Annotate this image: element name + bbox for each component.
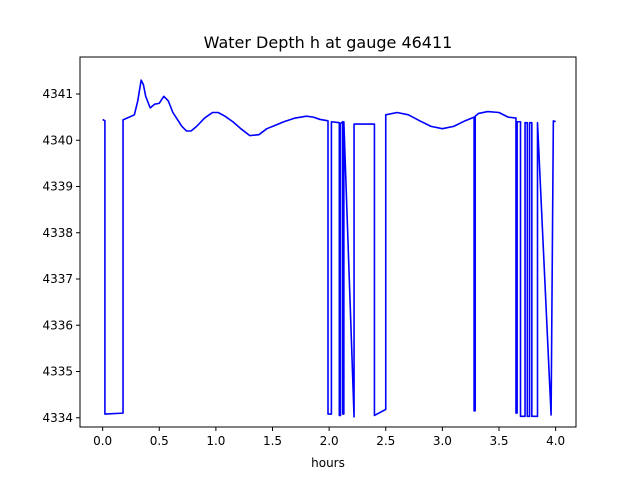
y-axis-ticks: 4334 4335 4336 4337 4338 4339 4340 4341 [42, 87, 80, 425]
chart-title: Water Depth h at gauge 46411 [204, 33, 453, 52]
x-tick-label: 4.0 [546, 434, 565, 448]
y-tick-label: 4334 [42, 411, 73, 425]
x-tick-label: 0.0 [93, 434, 112, 448]
x-tick-label: 1.5 [263, 434, 282, 448]
x-tick-label: 0.5 [150, 434, 169, 448]
y-tick-label: 4337 [42, 272, 73, 286]
y-tick-label: 4338 [42, 226, 73, 240]
y-tick-label: 4339 [42, 180, 73, 194]
x-tick-label: 2.0 [320, 434, 339, 448]
plot-area [102, 79, 556, 418]
y-tick-label: 4341 [42, 87, 73, 101]
x-tick-label: 3.5 [489, 434, 508, 448]
x-tick-label: 3.0 [433, 434, 452, 448]
y-tick-label: 4335 [42, 365, 73, 379]
x-tick-label: 2.5 [376, 434, 395, 448]
x-axis-ticks: 0.0 0.5 1.0 1.5 2.0 2.5 3.0 3.5 4.0 [93, 427, 565, 448]
plot-frame [79, 56, 577, 428]
series-line-0 [102, 79, 556, 418]
y-tick-label: 4336 [42, 318, 73, 332]
y-tick-label: 4340 [42, 133, 73, 147]
x-axis-label: hours [311, 456, 345, 470]
x-tick-label: 1.0 [206, 434, 225, 448]
